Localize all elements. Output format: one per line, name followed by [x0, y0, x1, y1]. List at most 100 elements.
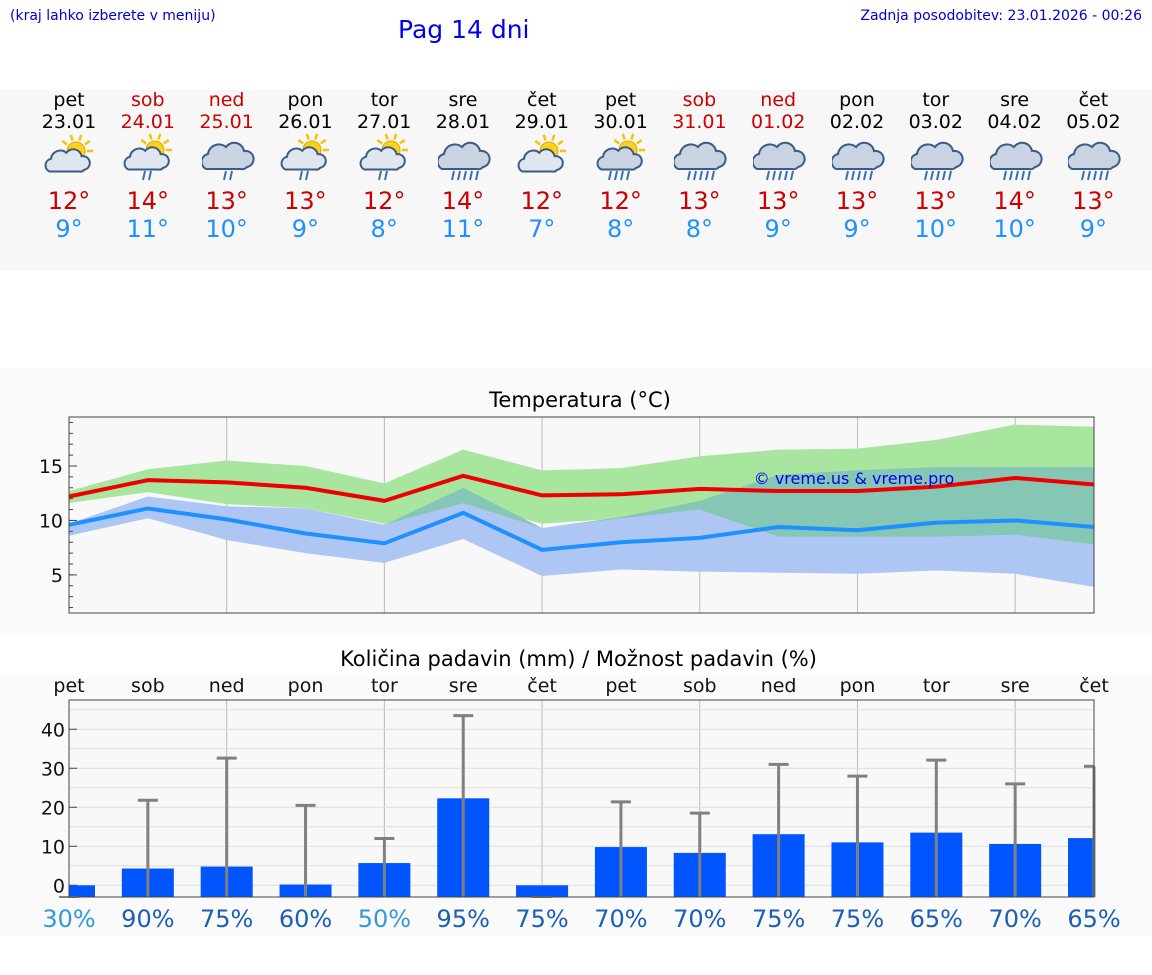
sun-ray [148, 133, 153, 140]
x-category-label: tor [371, 675, 398, 697]
last-update: Zadnja posodobitev: 23.01.2026 - 00:26 [860, 8, 1142, 24]
rain-drop [1008, 170, 1013, 181]
rain-drop [687, 170, 692, 181]
location-hint: (kraj lahko izberete v meniju) [10, 8, 216, 24]
sun-cloud-rain-icon [280, 133, 330, 181]
min-temperature: 10° [205, 215, 248, 243]
rain-drop [711, 170, 716, 181]
x-category-label: čet [1079, 675, 1109, 697]
sun-ray [393, 133, 398, 140]
rain-drop [475, 170, 479, 181]
min-temperature: 10° [993, 215, 1036, 243]
plot-frame [68, 416, 1095, 614]
temperature-chart-title: Temperatura (°C) [489, 388, 671, 412]
day-name: pon [287, 89, 324, 111]
day-date: 24.01 [120, 111, 175, 133]
day-date: 01.02 [750, 111, 806, 133]
cloud-shape [753, 141, 806, 171]
forecast-strip [0, 90, 1152, 270]
min-temperature: 11° [126, 215, 170, 243]
day-name: tor [370, 89, 398, 111]
rain-drop [941, 170, 946, 181]
rain-drop [305, 170, 310, 181]
sun-cloud-icon [44, 134, 93, 173]
min-temperature: 8° [685, 215, 714, 243]
precipitation-probability: 70% [988, 905, 1041, 933]
sun-ray [78, 134, 83, 141]
cloud-outline [1068, 141, 1122, 171]
cloud-heavy-rain-icon [910, 141, 964, 181]
day-name: ned [208, 89, 245, 111]
rain-drop [1081, 170, 1086, 181]
precipitation-probability: 30% [42, 905, 95, 933]
cloud-shape [438, 141, 491, 171]
rain-drop [851, 170, 855, 181]
cloud-outline [989, 141, 1043, 171]
cloud-shape [989, 141, 1043, 171]
sun-ray [297, 138, 305, 145]
max-temperature: 13° [756, 187, 800, 215]
sun-ray [399, 138, 406, 145]
rain-drop [1105, 170, 1110, 181]
y-tick-label: 20 [41, 797, 65, 819]
y-tick-label: 10 [39, 510, 63, 532]
rain-drop [784, 170, 789, 181]
max-temperature: 12° [47, 187, 91, 215]
x-category-label: sre [1001, 675, 1030, 697]
rain-drop [457, 170, 461, 181]
precipitation-probability: 75% [200, 905, 253, 933]
sun-ray [376, 138, 384, 145]
max-temperature: 13° [835, 187, 879, 215]
max-temperature: 13° [1072, 187, 1115, 215]
max-temperature: 13° [678, 187, 721, 215]
precipitation-probability: 75% [831, 905, 884, 933]
rain-drop [378, 170, 383, 181]
cloud-heavy-rain-icon [438, 141, 491, 181]
rain-drop [766, 170, 771, 181]
precipitation-bar [69, 885, 95, 897]
day-date: 05.02 [1066, 111, 1121, 133]
day-name: ned [760, 89, 797, 111]
day-date: 27.01 [356, 111, 412, 133]
rain-drop [299, 170, 304, 181]
cloud-shape [674, 141, 728, 171]
sun-ray [551, 134, 556, 141]
precipitation-probability: 70% [673, 905, 726, 933]
precipitation-probability: 65% [1067, 905, 1120, 933]
precipitation-probability: 70% [594, 905, 647, 933]
rain-drop [929, 170, 934, 181]
cloud-heavy-rain-icon [674, 141, 728, 181]
day-name: tor [922, 89, 950, 111]
cloud-shape [596, 146, 643, 171]
rain-drop [1020, 170, 1025, 181]
rain-drop [613, 170, 618, 181]
cloud-outline [123, 146, 170, 171]
rain-drop [857, 170, 861, 181]
day-name: sre [448, 89, 478, 111]
precipitation-probability: 50% [358, 905, 411, 933]
precipitation-bar [516, 885, 569, 897]
min-temperature-line [68, 506, 1095, 552]
cloud-heavy-rain-icon [1068, 141, 1122, 181]
x-category-label: sob [131, 675, 165, 697]
rain-drop [699, 170, 704, 181]
x-category-label: čet [527, 675, 557, 697]
x-category-label: pet [53, 675, 84, 697]
x-category-label: ned [761, 675, 797, 697]
cloud-heavy-rain-icon [832, 141, 885, 181]
day-name: pon [839, 89, 875, 111]
cloud-shape [44, 148, 91, 173]
page-title: Pag 14 dni [398, 15, 530, 44]
cloud-outline [201, 141, 255, 171]
cloud-outline [359, 146, 406, 171]
sun-ray [621, 133, 626, 140]
sun-ray [84, 139, 91, 146]
x-category-label: ned [209, 675, 245, 697]
precipitation-chart: 0 10 20 30 40 pet sob ned pon tor sre čet pet sob ned p… [41, 675, 1121, 933]
rain-drop [451, 170, 455, 181]
sun-cloud-heavy-rain-icon [596, 133, 645, 181]
max-temperature: 13° [205, 187, 248, 215]
rain-drop [923, 170, 928, 181]
x-category-label: sre [449, 675, 478, 697]
max-temperature: 13° [914, 187, 958, 215]
